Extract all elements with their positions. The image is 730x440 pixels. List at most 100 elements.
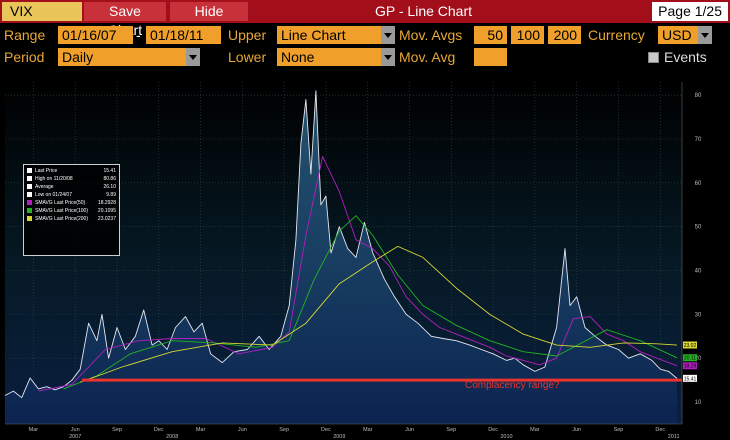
year-tick-label: 2008 [166,434,178,440]
year-tick-label: 2009 [333,434,345,440]
chart-area: 10 20 30 40 50 60 70 80 Mar Jun Sep Dec Mar Jun Sep De… [0,70,730,440]
y-tick-label: 60 [695,181,702,187]
end-value-tag [683,362,697,370]
end-value-label: 23.02 [684,343,697,349]
month-tick-label: Dec [655,427,665,433]
legend-value: 23.0237 [97,216,116,222]
range-label: Range [4,27,46,43]
upper-select[interactable]: Line Chart [277,26,381,44]
year-tick-label: 2011 [668,434,680,440]
legend-row: High on 11/20/08 80.86 [27,175,116,183]
legend-row: SMAVG Last Price(50) 18.2928 [27,199,116,207]
series-line [4,90,678,399]
events-checkbox[interactable] [648,52,659,63]
month-tick-label: Sep [112,427,122,433]
legend-value: 15.41 [103,168,116,174]
y-tick-label: 80 [695,93,702,99]
month-tick-label: Sep [446,427,456,433]
lower-select[interactable]: None [277,48,381,66]
legend-swatch [27,216,32,221]
mov-avgs-label: Mov. Avgs [399,27,463,43]
year-tick-label: 2007 [69,434,81,440]
month-tick-label: Jun [572,427,581,433]
month-tick-label: Dec [488,427,498,433]
ticker-tab[interactable]: VIX INDEX [2,2,82,38]
lower-label: Lower [228,49,267,65]
month-tick-label: Jun [238,427,247,433]
end-value-tags: 23.02 20.11 18.29 15.41 [683,341,697,382]
period-select[interactable]: Daily [58,48,186,66]
legend-value: 18.2928 [97,200,116,206]
period-dropdown-arrow-icon[interactable] [186,48,200,66]
month-tick-label: Mar [29,427,39,433]
legend-row: Low on 01/24/07 9.89 [27,191,116,199]
legend-row: SMAVG Last Price(200) 23.0237 [27,215,116,223]
legend-value: 20.1095 [97,208,116,214]
mov-avg-2-input[interactable]: 100 [511,26,544,44]
month-tick-label: Jun [405,427,414,433]
page-indicator[interactable]: Page 1/25 [652,2,728,21]
window-title: GP - Line Chart [375,3,473,19]
period-label: Period [4,49,45,65]
y-tick-label: 10 [695,400,702,406]
month-tick-label: Mar [196,427,206,433]
mov-avg-input[interactable] [474,48,507,66]
y-tick-label: 30 [695,312,702,318]
currency-dropdown-arrow-icon[interactable] [698,26,712,44]
mov-avg-1-input[interactable]: 50 [474,26,507,44]
x-axis: Mar Jun Sep Dec Mar Jun Sep Dec Mar Jun Sep Dec Mar J… [5,423,682,440]
legend-value: 80.86 [103,176,116,182]
end-value-label: 15.41 [684,376,697,382]
range-separator: - [136,27,141,43]
mov-avg-3-input[interactable]: 200 [548,26,581,44]
end-value-tag [683,354,697,362]
month-tick-label: Sep [614,427,624,433]
price-chart: 10 20 30 40 50 60 70 80 Mar Jun Sep Dec Mar Jun Sep De… [0,70,730,440]
month-tick-label: Dec [154,427,164,433]
legend-row: Last Price 15.41 [27,167,116,175]
series-line [38,156,678,392]
series-line [80,245,678,383]
month-tick-label: Dec [321,427,331,433]
month-tick-label: Mar [363,427,373,433]
events-label: Events [664,49,707,65]
y-tick-label: 40 [695,269,702,275]
year-tick-label: 2010 [500,434,512,440]
legend-label: High on 11/20/08 [35,176,73,182]
title-bar: VIX INDEX Save Chart Hide GP - Line Char… [0,0,730,38]
currency-select[interactable]: USD [658,26,698,44]
legend-swatch [27,168,32,173]
legend-row: SMAVG Last Price(100) 20.1095 [27,207,116,215]
legend-swatch [27,200,32,205]
lower-dropdown-arrow-icon[interactable] [381,48,395,66]
currency-label: Currency [588,27,645,43]
mov-avg-label: Mov. Avg [399,49,456,65]
legend-swatch [27,192,32,197]
hide-button[interactable]: Hide [170,2,248,21]
range-end-input[interactable]: 01/18/11 [146,26,221,44]
legend-value: 26.10 [103,184,116,190]
legend-swatch [27,176,32,181]
save-chart-button[interactable]: Save Chart [84,2,166,38]
y-axis: 10 20 30 40 50 60 70 80 [681,82,702,424]
legend-swatch [27,208,32,213]
complacency-annotation: Complacency range? [465,380,560,391]
legend-label: Low on 01/24/07 [35,192,72,198]
legend-label: Last Price [35,168,58,174]
upper-dropdown-arrow-icon[interactable] [381,26,395,44]
legend-value: 9.89 [106,192,116,198]
end-value-tag [683,341,697,349]
range-start-input[interactable]: 01/16/07 [58,26,133,44]
month-tick-label: Sep [279,427,289,433]
month-tick-label: Mar [530,427,540,433]
upper-label: Upper [228,27,267,43]
legend-swatch [27,184,32,189]
legend-label: Average [35,184,54,190]
series-line [63,215,678,390]
legend-label: SMAVG Last Price(50) [35,200,86,206]
y-tick-label: 20 [695,356,702,362]
legend-label: SMAVG Last Price(200) [35,216,88,222]
end-value-label: 18.29 [684,364,697,370]
legend-row: Average 26.10 [27,183,116,191]
end-value-tag [683,374,697,382]
